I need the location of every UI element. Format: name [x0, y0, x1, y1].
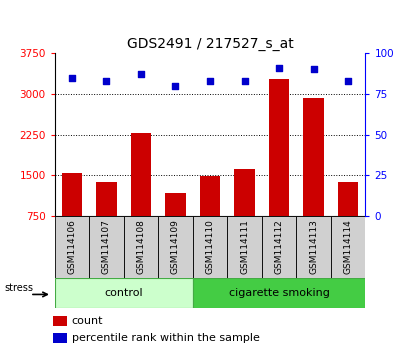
Bar: [52, 333, 67, 343]
Text: GSM114112: GSM114112: [275, 219, 284, 274]
Bar: [61, 173, 82, 216]
Text: count: count: [72, 316, 103, 326]
Point: [207, 78, 213, 84]
Bar: [338, 182, 359, 216]
Bar: [193, 278, 365, 308]
Bar: [123, 216, 158, 278]
Bar: [303, 98, 324, 216]
Text: GSM114108: GSM114108: [136, 219, 145, 274]
Bar: [55, 216, 89, 278]
Bar: [262, 216, 297, 278]
Text: GSM114110: GSM114110: [205, 219, 215, 274]
Point: [276, 65, 282, 70]
Title: GDS2491 / 217527_s_at: GDS2491 / 217527_s_at: [126, 37, 294, 51]
Point: [68, 75, 75, 80]
Text: control: control: [104, 288, 143, 298]
Point: [103, 78, 110, 84]
Bar: [89, 216, 123, 278]
Point: [345, 78, 352, 84]
Point: [241, 78, 248, 84]
Text: GSM114113: GSM114113: [309, 219, 318, 274]
Bar: [96, 182, 117, 216]
Text: GSM114114: GSM114114: [344, 219, 353, 274]
Bar: [200, 176, 221, 216]
Bar: [227, 216, 262, 278]
Bar: [52, 316, 67, 326]
Text: GSM114106: GSM114106: [67, 219, 76, 274]
Bar: [131, 133, 151, 216]
Bar: [234, 169, 255, 216]
Text: GSM114109: GSM114109: [171, 219, 180, 274]
Point: [172, 83, 179, 88]
Bar: [269, 79, 289, 216]
Point: [310, 67, 317, 72]
Text: percentile rank within the sample: percentile rank within the sample: [72, 333, 260, 343]
Text: GSM114107: GSM114107: [102, 219, 111, 274]
Bar: [55, 278, 193, 308]
Bar: [158, 216, 193, 278]
Bar: [193, 216, 227, 278]
Point: [138, 72, 144, 77]
Text: stress: stress: [4, 284, 33, 293]
Text: GSM114111: GSM114111: [240, 219, 249, 274]
Bar: [165, 193, 186, 216]
Text: cigarette smoking: cigarette smoking: [228, 288, 330, 298]
Bar: [331, 216, 365, 278]
Bar: [297, 216, 331, 278]
